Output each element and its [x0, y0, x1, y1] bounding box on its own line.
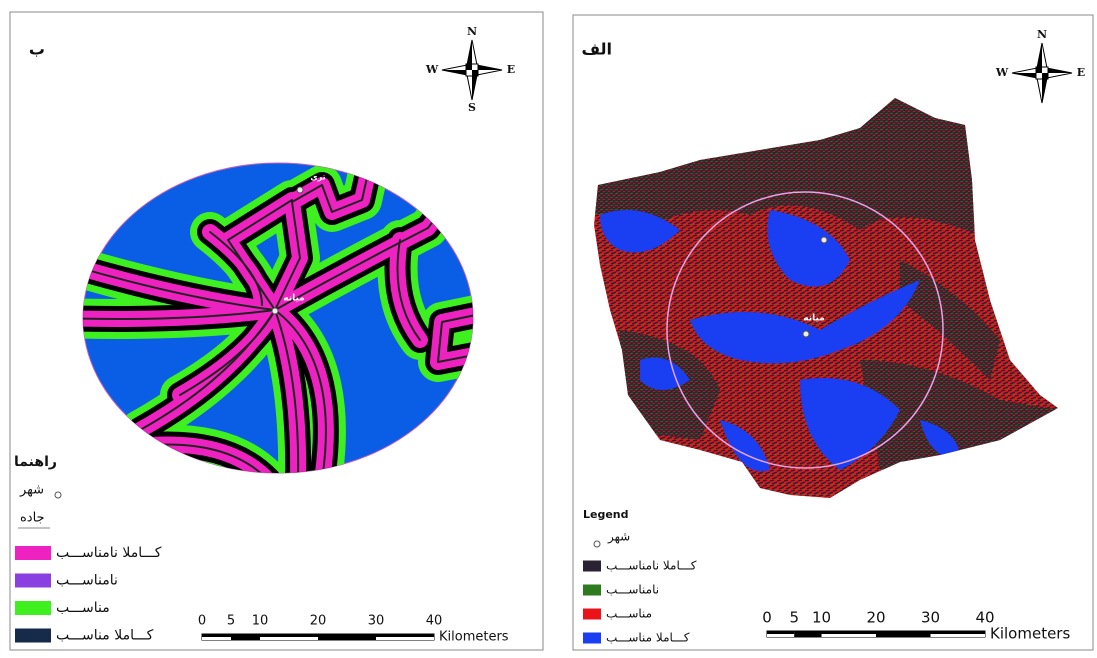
scale-segment: [376, 634, 434, 637]
city-label: میانه: [283, 294, 304, 304]
legend-swatch: [15, 629, 51, 643]
scale-segment: [794, 634, 821, 637]
scale-segment: [318, 637, 376, 640]
legend-swatch: [583, 561, 601, 572]
legend-label: کـــاملا مناســـب: [56, 628, 154, 644]
scale-label: 5: [789, 609, 799, 627]
legend-label: مناســـب: [56, 600, 110, 616]
compass-e: E: [1077, 66, 1085, 79]
legend-label: کـــاملا نامناســـب: [56, 545, 162, 561]
legend-label: مناســـب: [606, 607, 652, 621]
scale-label: 30: [368, 614, 385, 629]
scale-unit: Kilometers: [990, 625, 1070, 643]
scale-segment: [260, 637, 318, 640]
city-symbol: [594, 541, 600, 547]
compass-n: N: [1037, 28, 1047, 41]
legend-swatch: [15, 574, 51, 588]
legend-city: شهر: [19, 483, 44, 498]
basin-map: [580, 90, 1080, 510]
panel-label: ب: [29, 40, 45, 59]
city-label: تری: [310, 173, 325, 182]
scale-segment: [876, 634, 931, 637]
scale-segment: [231, 637, 260, 640]
scale-segment: [767, 631, 794, 634]
legend-road: جاده: [20, 511, 45, 526]
scale-label: 5: [227, 614, 235, 629]
scale-label: 0: [762, 609, 772, 627]
scale-segment: [318, 634, 376, 637]
legend-label: نامناســـب: [56, 573, 118, 589]
city-label: میانه: [803, 314, 824, 324]
legend-swatch: [15, 601, 51, 615]
scale-label: 10: [252, 614, 269, 629]
legend-label: نامناســـب: [606, 583, 659, 597]
compass-e: E: [507, 63, 515, 76]
scale-segment: [876, 631, 931, 634]
compass-w: W: [995, 66, 1009, 79]
page: تری میانه میانه ب الف N W E S N W E راهن…: [0, 0, 1097, 658]
scale-label: 20: [310, 614, 327, 629]
legend-title: راهنما: [14, 454, 57, 470]
compass-n: N: [467, 25, 477, 38]
scale-label: 10: [812, 609, 831, 627]
scale-label: 20: [866, 609, 885, 627]
legend-city: شهر: [607, 530, 630, 545]
city-symbol: [55, 492, 61, 498]
scale-segment: [231, 634, 260, 637]
compass-s: S: [468, 101, 476, 114]
scale-segment: [931, 634, 986, 637]
legend-swatch: [583, 585, 601, 596]
legend-swatch: [15, 546, 51, 560]
scale-label: 40: [426, 614, 443, 629]
compass-w: W: [425, 63, 439, 76]
scale-unit: Kilometers: [439, 630, 509, 645]
scale-label: 30: [921, 609, 940, 627]
scale-label: 0: [198, 614, 206, 629]
scale-segment: [931, 631, 986, 634]
legend-title: Legend: [583, 508, 629, 521]
panel-label: الف: [581, 40, 612, 59]
scale-segment: [260, 634, 318, 637]
north-arrow: [1012, 43, 1072, 103]
legend-swatch: [583, 609, 601, 620]
scale-segment: [767, 634, 794, 637]
scale-segment: [376, 637, 434, 640]
scale-segment: [822, 634, 877, 637]
scale-segment: [202, 637, 231, 640]
legend-label: کـــاملا نامناســـب: [606, 559, 697, 573]
north-arrow: [442, 40, 502, 100]
legend-label: کـــاملا مناســـب: [606, 631, 690, 645]
legend-swatch: [583, 633, 601, 644]
scale-segment: [822, 631, 877, 634]
scale-segment: [202, 634, 231, 637]
scale-segment: [794, 631, 821, 634]
